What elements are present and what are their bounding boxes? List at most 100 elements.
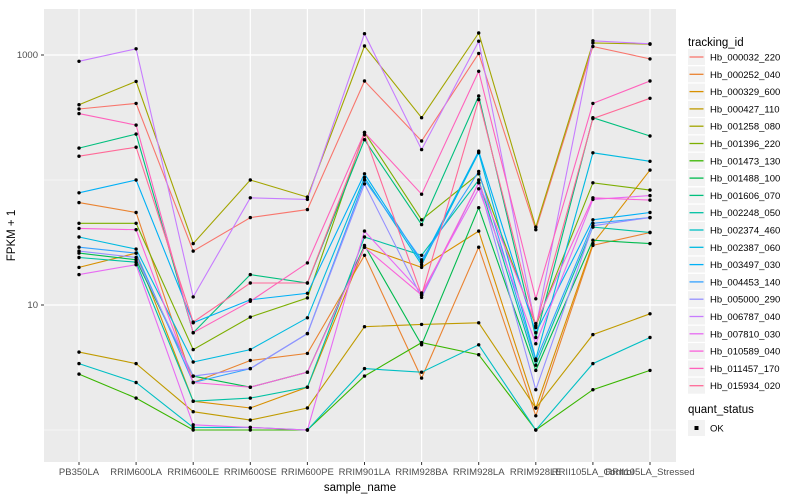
legend-item-label: Hb_000427_110 (710, 104, 780, 115)
legend-item: Hb_006787_040 (688, 308, 780, 325)
data-point (191, 399, 195, 403)
data-point (591, 218, 595, 222)
data-point (648, 159, 652, 163)
data-point (534, 406, 538, 410)
data-point (648, 96, 652, 101)
data-point (477, 229, 481, 233)
data-point (77, 107, 81, 111)
data-point (77, 350, 81, 354)
data-point (248, 425, 252, 430)
legend-title-quant-status: quant_status (688, 404, 754, 416)
legend-item: Hb_000252_040 (688, 66, 780, 83)
data-point (534, 358, 538, 363)
data-point (477, 181, 481, 185)
data-point (534, 225, 538, 229)
y-tick-label: 1000 (17, 50, 38, 61)
x-tick-label: RRIM901LA (339, 467, 391, 478)
data-point (534, 297, 538, 301)
legend-item: Hb_004453_140 (688, 273, 780, 290)
data-point (648, 198, 652, 202)
data-point (477, 187, 481, 191)
data-point (305, 261, 310, 265)
x-tick-label: RRIM928LA (453, 467, 505, 478)
x-tick-label: PB350LA (59, 467, 100, 478)
data-point (134, 228, 138, 232)
x-tick-label: RRIM600LA (110, 467, 162, 478)
data-point (305, 197, 310, 202)
data-point (77, 146, 81, 150)
data-point (305, 428, 310, 432)
data-point (419, 376, 424, 380)
data-point (534, 363, 538, 367)
legend-item-quant-status: OK (688, 420, 724, 436)
data-point (648, 134, 652, 138)
data-point (477, 51, 481, 56)
data-point (134, 123, 138, 127)
data-point (362, 133, 367, 137)
data-point (591, 101, 595, 106)
data-point (534, 324, 538, 328)
data-point (362, 374, 367, 378)
legend-item: Hb_010589_040 (688, 343, 780, 360)
data-point (134, 221, 138, 225)
data-point (362, 229, 367, 233)
data-point (591, 196, 595, 200)
data-point (77, 59, 81, 63)
data-point (419, 253, 424, 257)
data-point (534, 335, 538, 340)
legend-item: Hb_000329_600 (688, 83, 780, 100)
data-point (534, 388, 538, 392)
data-point (191, 331, 195, 335)
data-point (248, 215, 252, 220)
y-axis-title: FPKM + 1 (6, 210, 18, 261)
legend-item: Hb_002387_060 (688, 239, 780, 256)
data-point (305, 351, 310, 356)
data-point (77, 265, 81, 270)
data-point (248, 385, 252, 389)
data-point (591, 238, 595, 242)
legend-item-label: Hb_001488_100 (710, 174, 780, 185)
data-point (77, 226, 81, 231)
data-point (534, 331, 538, 335)
data-point (77, 372, 81, 376)
data-point (419, 116, 424, 120)
data-point (648, 335, 652, 340)
x-tick-label: RRIM928BA (395, 467, 448, 478)
data-point (77, 200, 81, 205)
data-point (648, 193, 652, 198)
legend-item-label: Hb_000329_600 (710, 87, 780, 98)
data-point (648, 368, 652, 373)
data-point (191, 428, 195, 432)
data-point (191, 425, 195, 430)
data-point (134, 380, 138, 385)
data-point (134, 361, 138, 366)
axes-group: 1000 10 PB350LA RRIM600LA RRIM600LE RRIM600SE… (17, 50, 695, 478)
legend-item: Hb_011457_170 (688, 360, 780, 377)
data-point (134, 145, 138, 149)
legend-item: Hb_007810_030 (688, 325, 780, 342)
data-point (477, 206, 481, 210)
data-point (248, 396, 252, 400)
data-point (591, 39, 595, 43)
data-point (591, 151, 595, 155)
data-point (191, 249, 195, 253)
data-point (77, 272, 81, 277)
data-point (362, 235, 367, 239)
data-point (419, 322, 424, 327)
data-point (362, 366, 367, 371)
data-point (362, 44, 367, 48)
data-point (191, 295, 195, 299)
data-point (477, 31, 481, 35)
legend-item: Hb_002374_460 (688, 222, 780, 238)
legend-item: Hb_000427_110 (688, 100, 780, 117)
data-point (362, 245, 367, 249)
legend-item-label: Hb_000252_040 (710, 70, 780, 81)
legend-item: Hb_001396_220 (688, 135, 780, 152)
legend-item-label: Hb_011457_170 (710, 364, 780, 375)
plot-panel (44, 9, 676, 462)
data-point (77, 255, 81, 260)
data-point (534, 414, 538, 418)
legend-item-label: Hb_015934_020 (710, 381, 780, 392)
legend-item-label: Hb_001258_080 (710, 122, 780, 133)
data-point (477, 69, 481, 74)
